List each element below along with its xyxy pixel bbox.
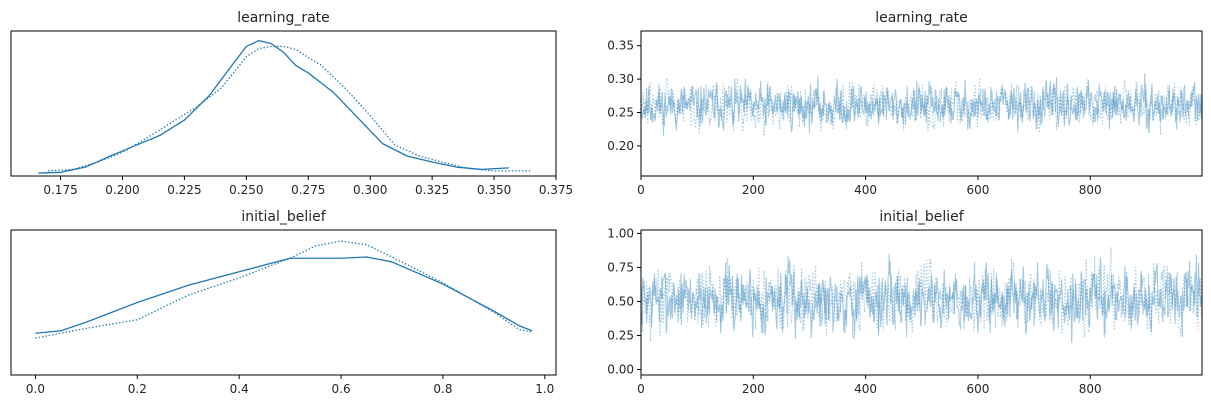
- y-tick-label: 0.75: [607, 260, 634, 274]
- x-tick-label: 0.225: [167, 183, 201, 197]
- y-tick-label: 0.30: [607, 72, 634, 86]
- learning-rate-trace-panel: learning_rate 0 200 400 600 800 0.20 0.25 0.30 0…: [607, 10, 1203, 197]
- plot-frame: [640, 229, 1203, 376]
- x-tick-label: 600: [966, 382, 989, 396]
- chain-2-trace-line: [641, 76, 1202, 138]
- y-tick-label: 0.20: [607, 139, 634, 153]
- x-tick-label: 0: [637, 183, 645, 197]
- x-tick-label: 600: [966, 183, 989, 197]
- y-tick-label: 0.25: [607, 329, 634, 343]
- plot-frame: [640, 30, 1203, 177]
- chain-1-density-line: [35, 256, 533, 334]
- chain-1-trace-line: [641, 73, 1202, 136]
- x-tick-label: 0.350: [477, 183, 511, 197]
- chain-2-trace-line: [641, 246, 1202, 342]
- x-tick-label: 0.4: [230, 382, 249, 396]
- panel-title: learning_rate: [875, 10, 968, 26]
- x-tick-label: 1.0: [535, 382, 554, 396]
- y-tick-label: 1.00: [607, 226, 634, 240]
- x-tick-label: 400: [854, 382, 877, 396]
- x-tick-label: 400: [854, 183, 877, 197]
- x-tick-label: 0.8: [433, 382, 452, 396]
- y-tick-label: 0.25: [607, 106, 634, 120]
- x-tick-label: 0.275: [291, 183, 325, 197]
- x-tick-label: 0.6: [332, 382, 351, 396]
- learning-rate-density-panel: learning_rate 0.175 0.200 0.225 0.250 0.275 0…: [10, 10, 573, 197]
- x-tick-label: 0.0: [26, 382, 45, 396]
- x-tick-label: 800: [1079, 382, 1102, 396]
- x-tick-label: 800: [1079, 183, 1102, 197]
- panel-title: initial_belief: [241, 209, 326, 225]
- y-tick-label: 0.00: [607, 363, 634, 377]
- x-tick-label: 0.375: [539, 183, 573, 197]
- plot-frame: [10, 30, 557, 177]
- chain-2-density-line: [48, 45, 532, 172]
- x-tick-label: 0.325: [415, 183, 449, 197]
- y-tick-label: 0.35: [607, 39, 634, 53]
- panel-title: initial_belief: [879, 209, 964, 225]
- plot-frame: [10, 229, 557, 376]
- chain-1-trace-line: [641, 253, 1202, 344]
- x-tick-label: 0.250: [229, 183, 263, 197]
- x-tick-label: 0: [637, 382, 645, 396]
- x-tick-label: 200: [742, 183, 765, 197]
- x-tick-label: 0.200: [105, 183, 139, 197]
- x-tick-label: 0.2: [128, 382, 147, 396]
- initial-belief-density-panel: initial_belief 0.0 0.2 0.4 0.6 0.8 1.0: [10, 209, 557, 396]
- panel-title: learning_rate: [237, 10, 330, 26]
- chain-2-density-line: [35, 240, 533, 339]
- chain-1-density-line: [38, 39, 509, 174]
- initial-belief-trace-panel: initial_belief 0 200 400 600 800 0.00 0.25 0.50…: [607, 209, 1203, 396]
- y-tick-label: 0.50: [607, 294, 634, 308]
- x-tick-label: 200: [742, 382, 765, 396]
- x-tick-label: 0.175: [43, 183, 77, 197]
- x-tick-label: 0.300: [353, 183, 387, 197]
